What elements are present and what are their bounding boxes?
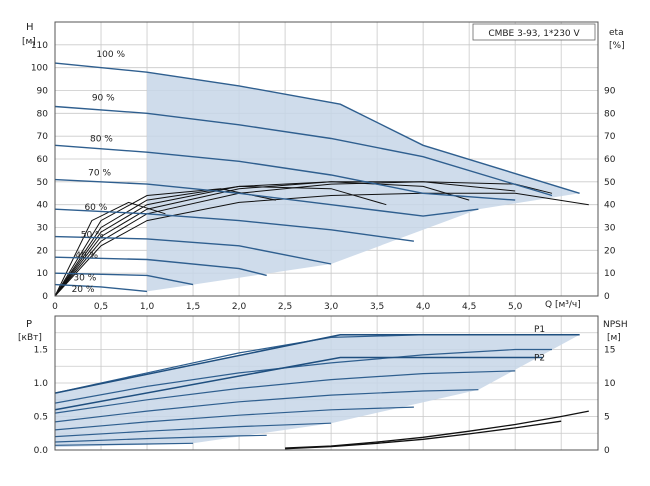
head-curve [54,208,414,242]
top-chart-curves [54,62,589,297]
top-right-tick-label: 80 [604,109,616,119]
head-curve [54,272,194,286]
efficiency-curve [54,181,516,297]
top-right-tick-label: 60 [604,155,616,165]
top-y-tick-label: 40 [37,201,49,211]
top-chart-frame [54,21,599,297]
bottom-right-axis-label: NPSH [603,320,628,330]
x-tick-label: 2,5 [278,302,292,312]
top-y-axis-label: H [26,22,34,33]
top-y-tick-label: 80 [37,109,49,119]
bottom-y-tick-label: 1.5 [34,346,48,356]
head-curve [54,235,332,265]
efficiency-curve [54,188,277,297]
power-curve [54,422,332,438]
power-curve [54,370,516,414]
npsh-curve [285,410,589,449]
efficiency-curve [54,185,387,297]
bottom-chart-series-labels: P1 P2 [534,325,545,364]
bottom-operating-area [55,334,580,448]
top-right-axis-label: eta [609,28,624,38]
x-tick-label: 4,5 [462,302,476,312]
top-y-tick-label: 70 [37,132,49,142]
top-chart-series-labels: 100 % 90 % 80 % 70 % 60 % 50 % 40 % 30 %20 % [72,50,126,295]
top-y-tick-label: 10 [37,269,49,279]
model-label-box [472,23,596,41]
bottom-chart-tick-labels: 0.0 0.5 1.0 1.5 0 5 10 15 [34,346,616,457]
head-curve [54,144,516,201]
p2-label: P2 [534,354,545,364]
top-y-tick-label: 50 [37,178,49,188]
bottom-chart-frame [54,315,599,451]
power-curve [54,434,267,443]
head-curve [54,105,553,197]
x-tick-label: 3,0 [324,302,339,312]
x-tick-label: 0,5 [94,302,108,312]
power-series-line [54,334,580,394]
top-y-tick-label: 30 [37,224,49,234]
top-y-tick-label: 110 [31,41,48,51]
top-right-tick-label: 10 [604,269,616,279]
x-tick-label: 5,0 [508,302,523,312]
head-curve [54,178,479,217]
bottom-right-tick-label: 5 [604,413,610,423]
model-label: CMBE 3-93, 1*230 V [488,29,580,39]
top-right-axis-unit: [%] [609,41,625,51]
head-series-label: 90 % [92,93,115,103]
top-y-tick-label: 20 [37,246,49,256]
bottom-right-tick-label: 15 [604,346,615,356]
head-curve [54,62,580,194]
bottom-y-tick-label: 0.5 [34,413,48,423]
top-y-tick-label: 90 [37,87,49,97]
head-series-label: 30 % [73,274,96,284]
bottom-y-tick-label: 0.0 [34,446,49,456]
top-right-tick-label: 70 [604,132,616,142]
top-y-tick-label: 100 [31,64,48,74]
top-right-tick-label: 0 [604,292,610,302]
bottom-y-axis-unit: [кВт] [18,333,42,343]
bottom-right-tick-label: 0 [604,446,610,456]
top-y-tick-label: 60 [37,155,49,165]
bottom-chart-operating-area [55,334,580,448]
top-right-tick-label: 50 [604,178,616,188]
x-tick-label: 1,5 [186,302,200,312]
head-series-label: 60 % [84,203,107,213]
p1-label: P1 [534,325,545,335]
x-tick-label: 1,0 [140,302,155,312]
power-series-line [54,356,543,411]
top-right-tick-label: 30 [604,224,616,234]
head-curve [54,283,148,293]
head-series-label: 50 % [81,230,104,240]
x-tick-label: 2,0 [232,302,247,312]
power-curve [54,389,479,423]
head-series-label: 70 % [88,169,111,179]
power-curve [54,442,194,446]
power-curve [54,406,414,431]
x-tick-label: 3,5 [370,302,384,312]
bottom-y-tick-label: 1.0 [34,379,49,389]
top-right-tick-label: 90 [604,87,616,97]
head-series-label: 40 % [75,251,98,261]
top-right-tick-label: 20 [604,246,616,256]
bottom-right-axis-unit: [м] [607,333,621,343]
top-chart-tick-labels: 0 10 20 30 40 50 60 70 80 90 100 110 0 10 20 30 40 50 60 70… [31,41,616,312]
power-curve [54,348,552,404]
bottom-chart-curves [54,334,589,450]
npsh-curve [285,420,562,450]
head-series-label: 20 % [72,285,95,295]
head-series-label: 100 % [96,50,125,60]
x-tick-label: 0 [52,302,58,312]
x-axis-label: Q [м³/ч] [545,300,581,310]
head-curve [54,256,267,277]
bottom-right-tick-label: 10 [604,379,616,389]
head-series-label: 80 % [90,134,113,144]
top-y-axis-unit: [м] [22,37,36,47]
top-right-tick-label: 40 [604,201,616,211]
efficiency-curve [54,181,553,297]
bottom-y-axis-label: P [26,319,32,330]
x-tick-label: 4,0 [416,302,431,312]
top-y-tick-label: 0 [42,292,48,302]
